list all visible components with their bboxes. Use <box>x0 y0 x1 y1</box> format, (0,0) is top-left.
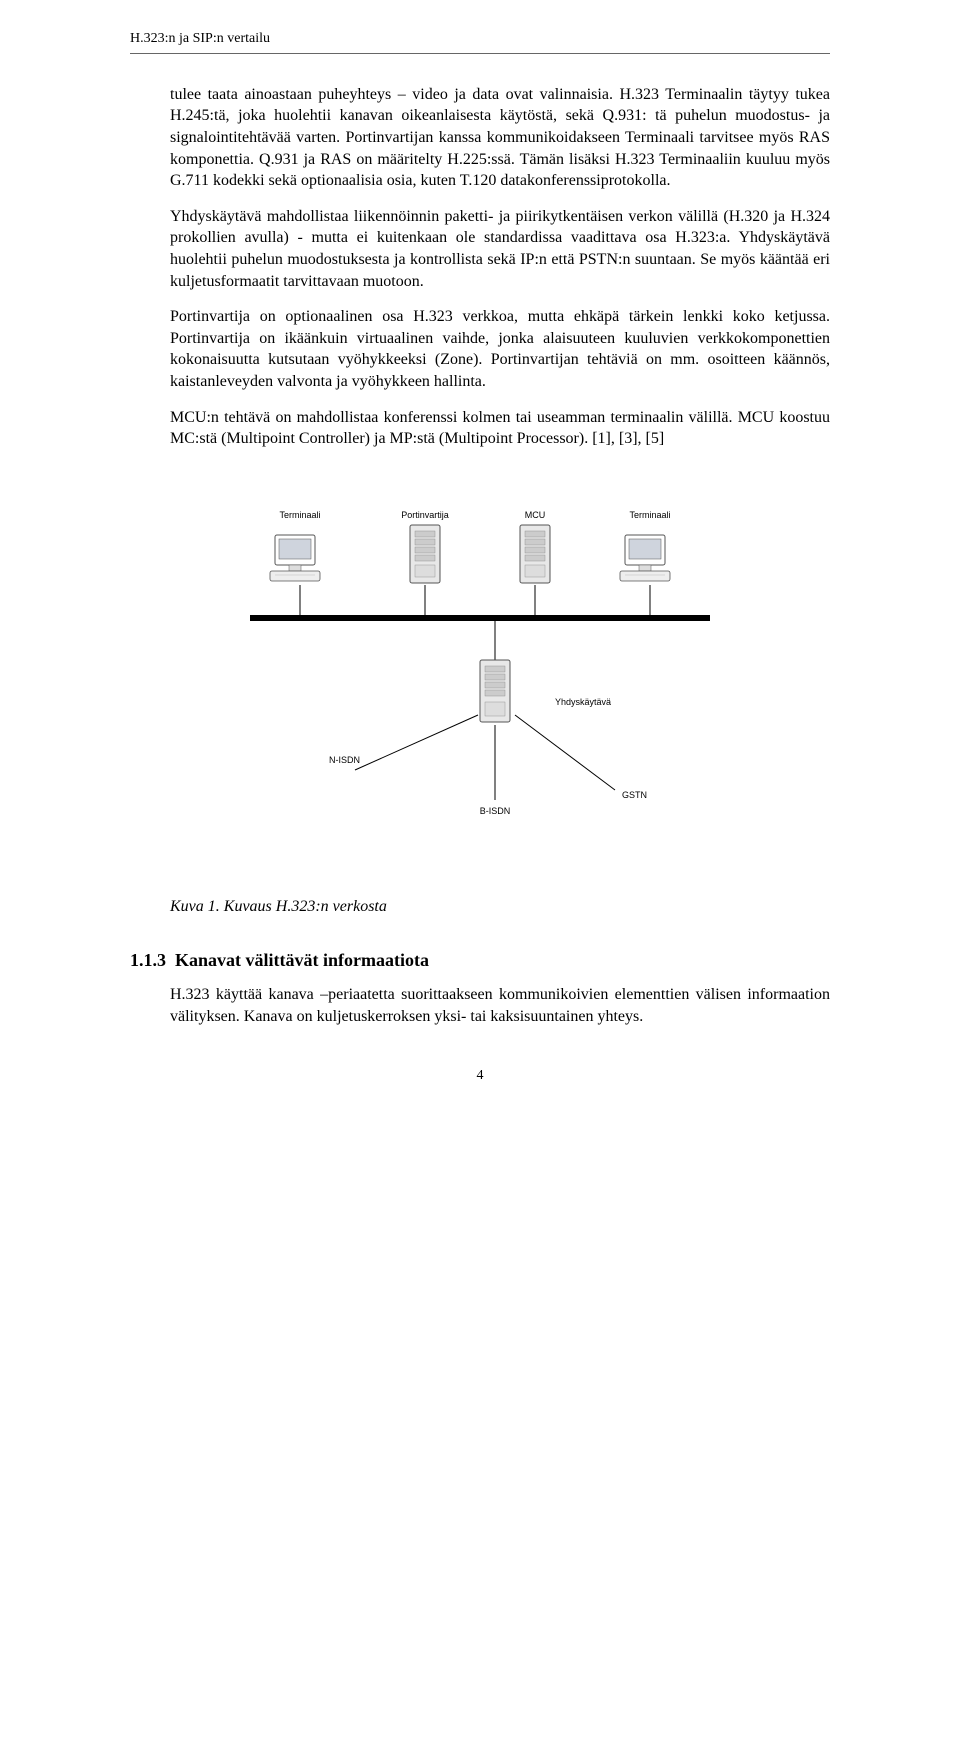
gatekeeper-label: Portinvartija <box>401 510 449 520</box>
bisdn-label: B-ISDN <box>480 806 511 816</box>
figure-caption: Kuva 1. Kuvaus H.323:n verkosta <box>130 896 830 918</box>
gatekeeper-icon <box>410 525 440 583</box>
paragraph-3: Portinvartija on optionaalinen osa H.323… <box>170 306 830 392</box>
terminal-2-icon <box>620 535 670 581</box>
mcu-icon <box>520 525 550 583</box>
paragraph-1: tulee taata ainoastaan puheyhteys – vide… <box>170 84 830 192</box>
gstn-label: GSTN <box>622 790 647 800</box>
mcu-label: MCU <box>525 510 546 520</box>
section-number: 1.1.3 <box>130 950 166 970</box>
terminal-1-label: Terminaali <box>279 510 320 520</box>
paragraph-4: MCU:n tehtävä on mahdollistaa konferenss… <box>170 407 830 450</box>
section-body: H.323 käyttää kanava –periaatetta suorit… <box>130 984 830 1027</box>
gateway-icon <box>480 660 510 722</box>
gateway-label: Yhdyskäytävä <box>555 697 611 707</box>
network-diagram: Terminaali Portinvartija MCU Terminaali <box>220 500 740 837</box>
paragraph-5: H.323 käyttää kanava –periaatetta suorit… <box>170 984 830 1027</box>
nisdn-label: N-ISDN <box>329 755 360 765</box>
body-text: tulee taata ainoastaan puheyhteys – vide… <box>130 84 830 450</box>
page-number: 4 <box>130 1067 830 1086</box>
terminal-2-label: Terminaali <box>629 510 670 520</box>
header-title: H.323:n ja SIP:n vertailu <box>130 31 270 46</box>
section-heading: 1.1.3 Kanavat välittävät informaatiota <box>130 948 830 972</box>
paragraph-2: Yhdyskäytävä mahdollistaa liikennöinnin … <box>170 206 830 292</box>
section-title: Kanavat välittävät informaatiota <box>175 950 429 970</box>
page-header: H.323:n ja SIP:n vertailu <box>130 30 830 54</box>
terminal-1-icon <box>270 535 320 581</box>
